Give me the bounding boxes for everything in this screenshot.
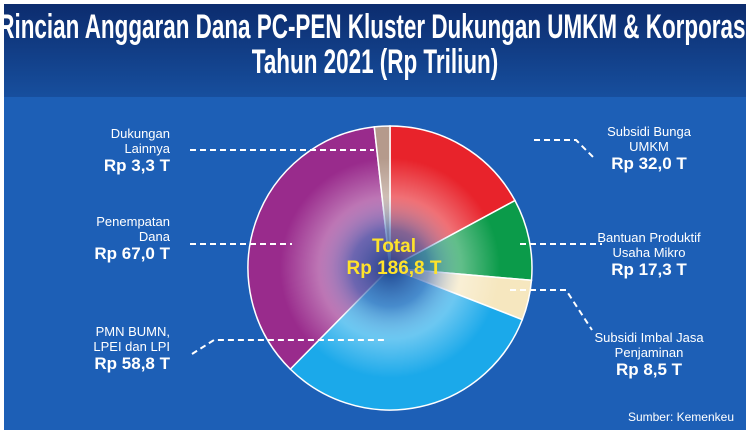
value-label: Rp 8,5 T bbox=[615, 360, 683, 379]
slice-label: Subsidi Bunga UMKM Rp 32,0 T bbox=[564, 124, 734, 174]
leader-line bbox=[510, 289, 593, 331]
category-label: Bantuan Produktif Usaha Mikro bbox=[597, 230, 701, 260]
total: Total Rp 186,8 T bbox=[294, 236, 494, 280]
total-label: Rp 186,8 T bbox=[346, 258, 442, 279]
category-label: Penempatan Dana bbox=[96, 214, 170, 244]
value-label: Rp 17,3 T bbox=[611, 260, 687, 279]
source: Sumber: Kemenkeu bbox=[627, 410, 734, 424]
category-label: Subsidi Imbal Jasa Penjaminan bbox=[594, 330, 704, 360]
slice-label: Subsidi Imbal Jasa Penjaminan Rp 8,5 T bbox=[564, 330, 734, 380]
category-label: Subsidi Bunga UMKM bbox=[607, 124, 691, 154]
value-label: Rp 67,0 T bbox=[94, 244, 170, 263]
value-label: Rp 58,8 T bbox=[94, 354, 170, 373]
slice-label: Dukungan Lainnya Rp 3,3 T bbox=[24, 126, 170, 176]
header: Rincian Anggaran Dana PC-PEN Kluster Duk… bbox=[4, 4, 746, 97]
slice-label: Penempatan Dana Rp 67,0 T bbox=[24, 214, 170, 264]
chart bbox=[190, 125, 602, 411]
infographic: Rincian Anggaran Dana PC-PEN Kluster Duk… bbox=[4, 4, 746, 430]
slice-label: Bantuan Produktif Usaha Mikro Rp 17,3 T bbox=[564, 230, 734, 280]
category-label: PMN BUMN, LPEI dan LPI bbox=[93, 324, 170, 354]
leader-line bbox=[534, 139, 595, 159]
center-glow bbox=[280, 158, 500, 378]
slice-label: PMN BUMN, LPEI dan LPI Rp 58,8 T bbox=[24, 324, 170, 374]
category-label: Dukungan Lainnya bbox=[110, 126, 170, 156]
chart-title: Rincian Anggaran Dana PC-PEN Kluster Duk… bbox=[4, 8, 746, 81]
total-title: Total bbox=[372, 236, 416, 257]
value-label: Rp 3,3 T bbox=[103, 156, 170, 175]
leader-lines bbox=[190, 139, 602, 355]
value-label: Rp 32,0 T bbox=[611, 154, 687, 173]
